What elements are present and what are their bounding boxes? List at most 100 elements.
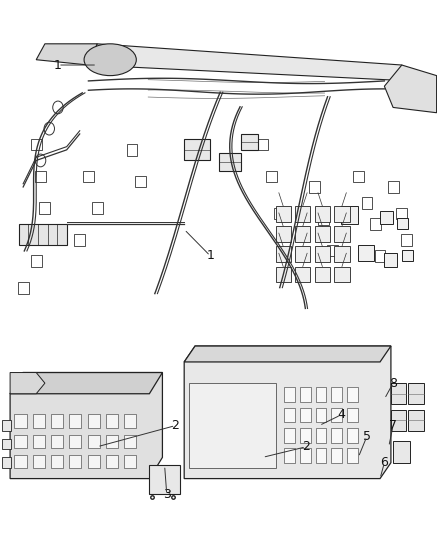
Bar xyxy=(374,250,385,262)
Bar xyxy=(276,246,291,262)
Polygon shape xyxy=(184,346,391,479)
Bar xyxy=(331,408,342,422)
Bar xyxy=(14,415,27,427)
Bar xyxy=(2,457,11,468)
Bar xyxy=(35,171,46,182)
Bar xyxy=(219,152,241,171)
Text: 3: 3 xyxy=(163,488,171,501)
Bar xyxy=(124,415,136,427)
Bar xyxy=(295,266,311,282)
Bar xyxy=(300,387,311,402)
Ellipse shape xyxy=(84,44,136,76)
Bar xyxy=(316,427,326,442)
Bar xyxy=(391,383,406,405)
Polygon shape xyxy=(36,44,97,65)
Bar xyxy=(2,439,11,449)
Bar xyxy=(370,218,381,230)
Bar xyxy=(316,448,326,463)
Bar xyxy=(124,455,136,468)
Bar xyxy=(276,226,291,242)
Bar xyxy=(106,415,118,427)
Bar xyxy=(33,434,45,448)
Polygon shape xyxy=(184,346,391,362)
Bar xyxy=(316,408,326,422)
Bar xyxy=(106,434,118,448)
Bar xyxy=(31,255,42,267)
Bar xyxy=(51,415,63,427)
Bar xyxy=(31,139,42,150)
Bar xyxy=(88,415,100,427)
Bar xyxy=(347,448,358,463)
Bar xyxy=(14,455,27,468)
Text: 2: 2 xyxy=(172,419,180,432)
Bar xyxy=(92,203,102,214)
Bar xyxy=(276,266,291,282)
Bar xyxy=(358,245,374,261)
Text: 6: 6 xyxy=(381,456,389,469)
Bar xyxy=(266,171,277,182)
Bar xyxy=(51,455,63,468)
Bar xyxy=(33,455,45,468)
Polygon shape xyxy=(88,44,410,81)
Bar xyxy=(83,171,94,182)
Bar xyxy=(276,206,291,222)
Bar xyxy=(331,448,342,463)
Bar xyxy=(353,171,364,182)
Bar xyxy=(334,226,350,242)
Bar xyxy=(88,434,100,448)
Bar xyxy=(33,415,45,427)
Bar xyxy=(26,229,37,240)
Bar xyxy=(402,249,413,261)
Bar xyxy=(284,387,295,402)
Bar xyxy=(2,420,11,431)
Text: 5: 5 xyxy=(363,430,371,443)
Bar xyxy=(316,387,326,402)
Polygon shape xyxy=(19,224,67,245)
Bar xyxy=(347,427,358,442)
Bar xyxy=(284,448,295,463)
Bar xyxy=(380,211,393,224)
Polygon shape xyxy=(10,373,162,479)
Bar xyxy=(124,434,136,448)
Bar xyxy=(295,246,311,262)
Text: 7: 7 xyxy=(389,419,397,432)
Text: 4: 4 xyxy=(337,408,345,422)
Bar xyxy=(69,415,81,427)
Bar xyxy=(408,410,424,431)
Bar xyxy=(396,208,407,219)
Bar xyxy=(51,434,63,448)
Bar xyxy=(347,408,358,422)
Bar xyxy=(391,410,406,431)
Bar xyxy=(241,134,258,150)
Bar xyxy=(106,455,118,468)
Bar xyxy=(127,144,138,156)
Bar xyxy=(341,206,358,224)
Polygon shape xyxy=(10,373,45,394)
Bar xyxy=(388,181,399,193)
Bar xyxy=(69,434,81,448)
Bar xyxy=(257,139,268,150)
Bar xyxy=(331,427,342,442)
Bar xyxy=(315,206,330,222)
Bar xyxy=(88,455,100,468)
Bar xyxy=(385,253,397,266)
Bar xyxy=(14,434,27,448)
Bar xyxy=(149,465,180,495)
Bar xyxy=(295,226,311,242)
Bar xyxy=(39,203,50,214)
Polygon shape xyxy=(385,65,437,113)
Bar xyxy=(318,213,329,224)
Bar xyxy=(315,266,330,282)
Bar xyxy=(284,427,295,442)
Bar xyxy=(69,455,81,468)
Bar xyxy=(401,234,412,246)
Bar xyxy=(334,266,350,282)
Bar xyxy=(309,181,320,193)
Bar xyxy=(397,217,408,229)
Text: 1: 1 xyxy=(54,59,62,71)
Text: 1: 1 xyxy=(206,249,214,262)
Bar xyxy=(334,246,350,262)
Bar xyxy=(74,234,85,246)
Bar xyxy=(393,441,410,463)
Bar xyxy=(188,383,276,468)
